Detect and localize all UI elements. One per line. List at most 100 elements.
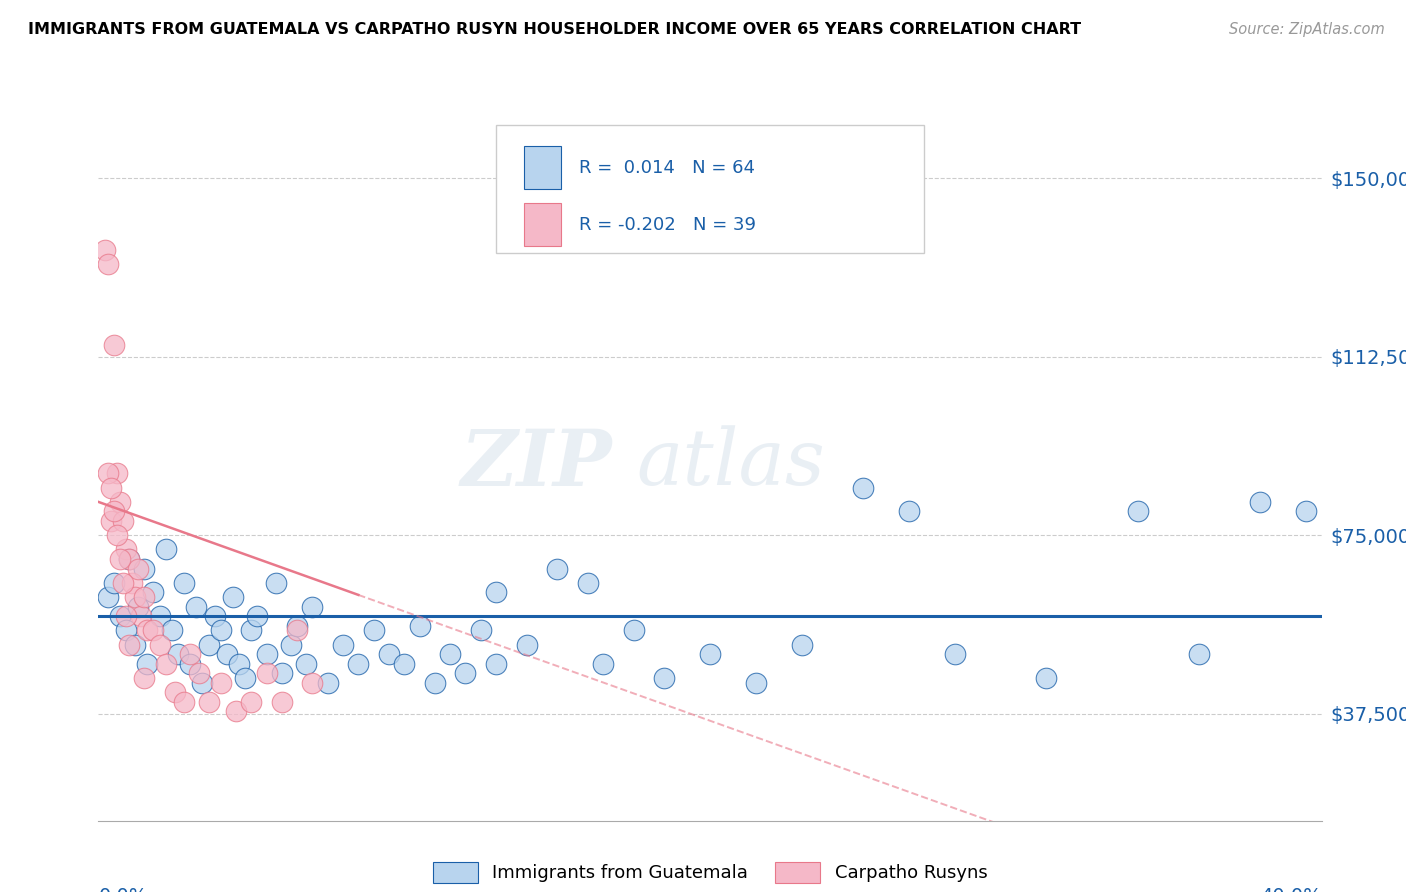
Point: [652, 671, 675, 685]
Point: [115, 542, 138, 557]
Point: [516, 638, 538, 652]
FancyBboxPatch shape: [496, 125, 924, 253]
Point: [454, 666, 477, 681]
Point: [240, 695, 263, 709]
Text: 40.0%: 40.0%: [1260, 888, 1322, 892]
Point: [256, 647, 278, 661]
Point: [97, 257, 120, 271]
Point: [136, 657, 159, 671]
Point: [301, 675, 323, 690]
Point: [115, 624, 138, 638]
Point: [392, 657, 416, 671]
Point: [167, 647, 190, 661]
Point: [118, 552, 141, 566]
Point: [100, 514, 122, 528]
Point: [204, 609, 226, 624]
Point: [209, 675, 232, 690]
Point: [623, 624, 645, 638]
Point: [852, 481, 875, 495]
Point: [108, 495, 131, 509]
Point: [179, 657, 201, 671]
Point: [100, 481, 122, 495]
Point: [105, 467, 128, 481]
Point: [118, 552, 141, 566]
Point: [197, 638, 219, 652]
Point: [142, 585, 165, 599]
Point: [790, 638, 813, 652]
Point: [121, 575, 143, 590]
Point: [485, 585, 508, 599]
Point: [332, 638, 354, 652]
Point: [1128, 504, 1150, 518]
Point: [264, 575, 287, 590]
Point: [136, 624, 159, 638]
Point: [155, 657, 177, 671]
Point: [285, 618, 308, 632]
Point: [118, 638, 141, 652]
Point: [134, 671, 156, 685]
Point: [295, 657, 318, 671]
Point: [363, 624, 385, 638]
Point: [408, 618, 430, 632]
Point: [173, 575, 195, 590]
Point: [127, 599, 149, 614]
Point: [485, 657, 508, 671]
Y-axis label: Householder Income Over 65 years: Householder Income Over 65 years: [0, 317, 8, 611]
Point: [186, 599, 208, 614]
Point: [280, 638, 302, 652]
Point: [699, 647, 721, 661]
Point: [1249, 495, 1271, 509]
Point: [470, 624, 492, 638]
Point: [246, 609, 269, 624]
Point: [188, 666, 211, 681]
Point: [592, 657, 614, 671]
Point: [270, 666, 292, 681]
Point: [225, 704, 247, 718]
Point: [103, 338, 125, 352]
Text: ZIP: ZIP: [461, 425, 612, 502]
Point: [546, 561, 568, 575]
Point: [1035, 671, 1057, 685]
Point: [228, 657, 250, 671]
Text: IMMIGRANTS FROM GUATEMALA VS CARPATHO RUSYN HOUSEHOLDER INCOME OVER 65 YEARS COR: IMMIGRANTS FROM GUATEMALA VS CARPATHO RU…: [28, 22, 1081, 37]
Point: [233, 671, 256, 685]
Point: [163, 685, 186, 699]
Text: 0.0%: 0.0%: [98, 888, 148, 892]
Point: [576, 575, 599, 590]
Point: [301, 599, 323, 614]
Point: [93, 243, 115, 257]
Point: [97, 467, 120, 481]
Point: [134, 590, 156, 604]
Point: [215, 647, 238, 661]
Point: [97, 590, 120, 604]
Legend: Immigrants from Guatemala, Carpatho Rusyns: Immigrants from Guatemala, Carpatho Rusy…: [426, 855, 994, 890]
Point: [142, 624, 165, 638]
Point: [124, 590, 146, 604]
Point: [105, 528, 128, 542]
Point: [240, 624, 263, 638]
Text: R =  0.014   N = 64: R = 0.014 N = 64: [579, 159, 755, 177]
Point: [378, 647, 401, 661]
Point: [155, 542, 177, 557]
Point: [316, 675, 339, 690]
Point: [108, 552, 131, 566]
Point: [197, 695, 219, 709]
Point: [115, 609, 138, 624]
Point: [270, 695, 292, 709]
Point: [191, 675, 214, 690]
Point: [1188, 647, 1211, 661]
Point: [111, 514, 134, 528]
Point: [111, 575, 134, 590]
Point: [209, 624, 232, 638]
Point: [134, 561, 156, 575]
Point: [943, 647, 966, 661]
Point: [745, 675, 768, 690]
Point: [179, 647, 201, 661]
Point: [222, 590, 245, 604]
Point: [347, 657, 370, 671]
Point: [103, 575, 125, 590]
Point: [256, 666, 278, 681]
FancyBboxPatch shape: [524, 146, 561, 189]
Point: [127, 561, 149, 575]
Point: [149, 609, 172, 624]
